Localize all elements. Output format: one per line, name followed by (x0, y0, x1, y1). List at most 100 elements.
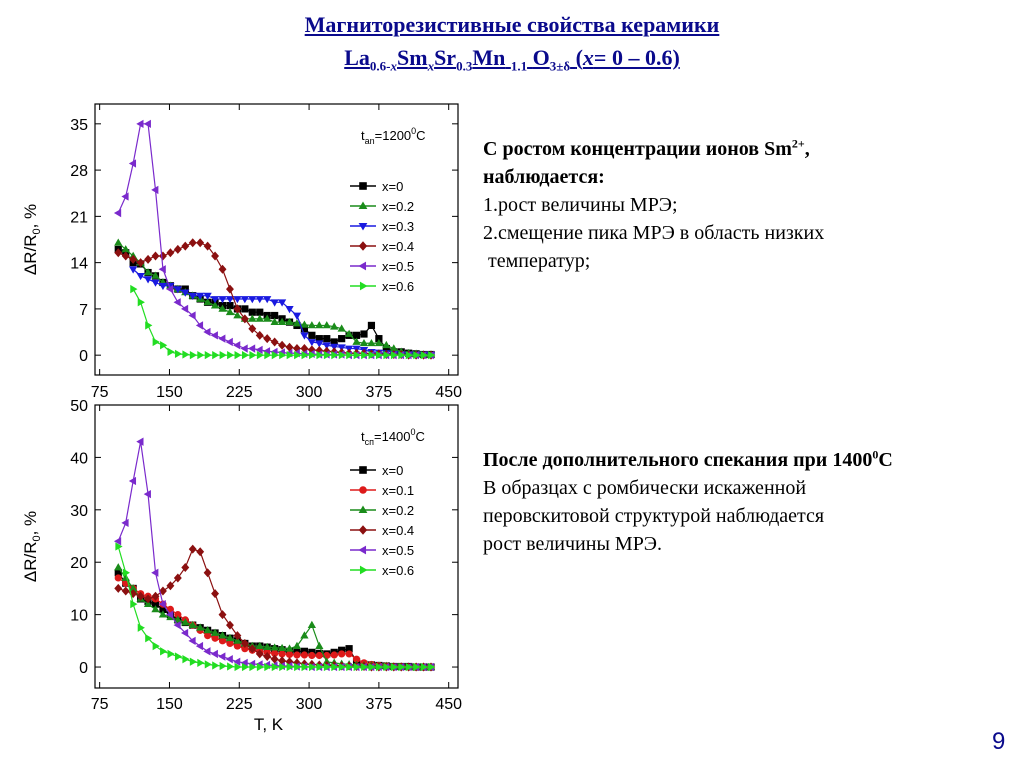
data-point (151, 568, 159, 577)
data-point (278, 340, 287, 350)
data-point (240, 344, 248, 353)
data-point (300, 332, 309, 340)
data-point (285, 317, 294, 326)
x-tick-label: 300 (296, 384, 323, 401)
data-point (271, 662, 279, 672)
x-tick-label: 375 (366, 696, 393, 713)
data-point (331, 662, 339, 672)
data-point (241, 305, 249, 313)
data-point (210, 296, 220, 304)
data-point (197, 351, 205, 360)
data-point (180, 304, 189, 314)
data-point (121, 586, 130, 596)
text-block-1-lead: С ростом концентрации ионов Sm2+, (483, 135, 1013, 163)
data-point (247, 344, 256, 353)
data-point (256, 308, 264, 316)
annotation-prefix: t (361, 128, 365, 143)
x-tick-label: 450 (435, 696, 462, 713)
data-point (367, 338, 376, 347)
data-point (249, 662, 257, 672)
data-point (189, 657, 198, 666)
data-point (158, 282, 168, 291)
data-point (203, 292, 212, 301)
data-point (308, 351, 317, 360)
data-point (158, 610, 168, 618)
data-point (248, 296, 257, 304)
legend-entry: x=0.6 (350, 279, 414, 294)
data-point (196, 547, 205, 557)
data-point (390, 662, 399, 672)
data-point (301, 662, 309, 672)
x-tick-label: 375 (366, 384, 393, 401)
data-point (233, 296, 242, 304)
y-tick-label: 20 (70, 555, 88, 572)
data-point (211, 589, 220, 599)
legend-marker (359, 565, 368, 575)
data-point (353, 662, 361, 672)
data-point (271, 649, 279, 658)
data-point (307, 321, 317, 329)
data-point (158, 265, 166, 274)
data-point (330, 651, 338, 659)
data-point (196, 623, 205, 631)
legend-label: x=0.5 (382, 259, 414, 274)
annotation-value: =1200 (375, 128, 412, 143)
legend-entry: x=0.6 (350, 563, 414, 578)
data-point (211, 634, 219, 642)
formula-sr-sub: 0.3 (456, 58, 473, 74)
data-point (233, 304, 242, 314)
data-point (294, 662, 302, 672)
legend-marker (358, 201, 368, 210)
legend-entry: x=0 (350, 463, 403, 478)
y-label-unit: , % (21, 511, 40, 536)
data-point (300, 320, 309, 328)
data-point (308, 651, 316, 660)
data-point (398, 351, 406, 360)
data-point (167, 649, 175, 659)
data-point (249, 351, 257, 360)
data-point (248, 644, 257, 654)
data-point (256, 662, 265, 672)
formula-o: O (532, 45, 550, 70)
y-label-delta: Δ (21, 264, 40, 275)
data-point (143, 489, 151, 499)
data-point (382, 344, 390, 353)
data-point (233, 311, 242, 319)
data-point (196, 238, 205, 248)
data-point (195, 641, 204, 651)
data-point (136, 258, 145, 268)
text-block-1-line2: наблюдается: (483, 163, 1013, 191)
y-label-ratio: R/R (21, 542, 40, 571)
data-point (337, 344, 346, 352)
data-point (286, 351, 294, 360)
legend-label: x=0.2 (382, 199, 414, 214)
y-tick-label: 35 (70, 117, 88, 134)
legend-marker (359, 182, 367, 190)
data-point (203, 626, 212, 634)
legend-label: x=0.3 (382, 219, 414, 234)
data-point (130, 284, 138, 294)
x-tick-label: 450 (435, 384, 462, 401)
data-point (181, 562, 190, 572)
y-tick-label: 14 (70, 256, 88, 273)
formula-la-sub: 0.6- (369, 58, 391, 74)
data-point (277, 643, 287, 652)
data-point (218, 334, 226, 343)
legend-marker (358, 525, 368, 535)
y-tick-label: 28 (70, 163, 88, 180)
data-point (152, 337, 160, 347)
data-point (212, 661, 220, 670)
data-point (129, 584, 138, 592)
data-point (225, 296, 235, 304)
data-point (255, 314, 264, 322)
data-point (219, 661, 227, 671)
data-point (128, 159, 137, 168)
data-point (368, 351, 376, 360)
data-point (367, 321, 376, 330)
data-point (114, 248, 123, 258)
data-point (159, 605, 167, 613)
data-point (376, 351, 384, 360)
data-point (292, 641, 302, 649)
y-tick-label: 50 (70, 398, 88, 415)
lead-tail: , (804, 138, 810, 160)
